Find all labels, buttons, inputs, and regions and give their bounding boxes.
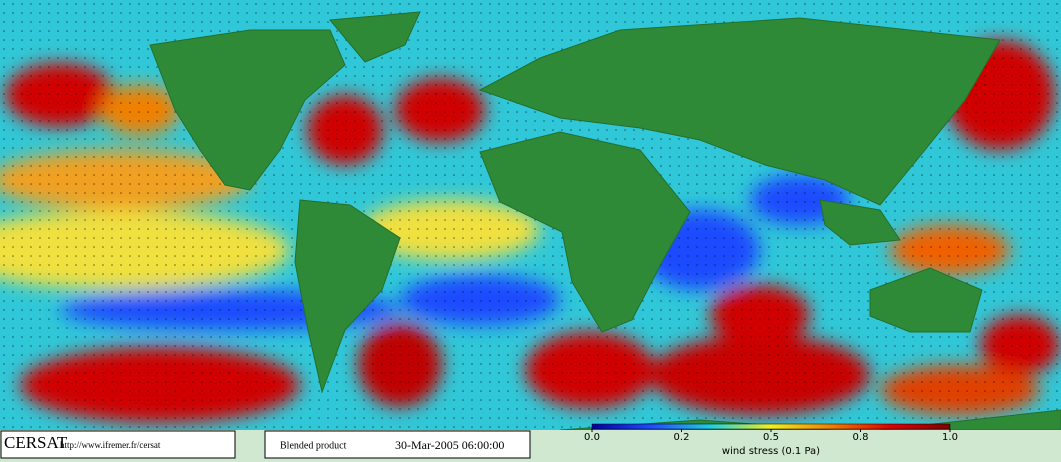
colorbar-tick-label: 0.5 <box>763 432 779 443</box>
url: http://www.ifremer.fr/cersat <box>60 440 161 450</box>
colorbar-tick-label: 0.8 <box>853 432 869 443</box>
info-box <box>264 430 531 459</box>
logo-box <box>0 430 236 459</box>
product: Blended product <box>280 440 347 451</box>
colorbar: 0.0 0.2 0.5 0.8 1.0 wind stress (0.1 Pa) <box>584 423 958 457</box>
date: 30-Mar-2005 06:00:00 <box>395 438 504 452</box>
colorbar-tick-label: 0.0 <box>584 432 600 443</box>
logo: CERSAT <box>4 433 68 452</box>
colorbar-tick-label: 1.0 <box>942 432 958 443</box>
colorbar-label: wind stress (0.1 Pa) <box>722 446 820 457</box>
colorbar-tick-label: 0.2 <box>674 432 690 443</box>
footer: CERSAT http://www.ifremer.fr/cersat Blen… <box>0 430 1061 462</box>
colorbar-fill <box>591 423 951 430</box>
